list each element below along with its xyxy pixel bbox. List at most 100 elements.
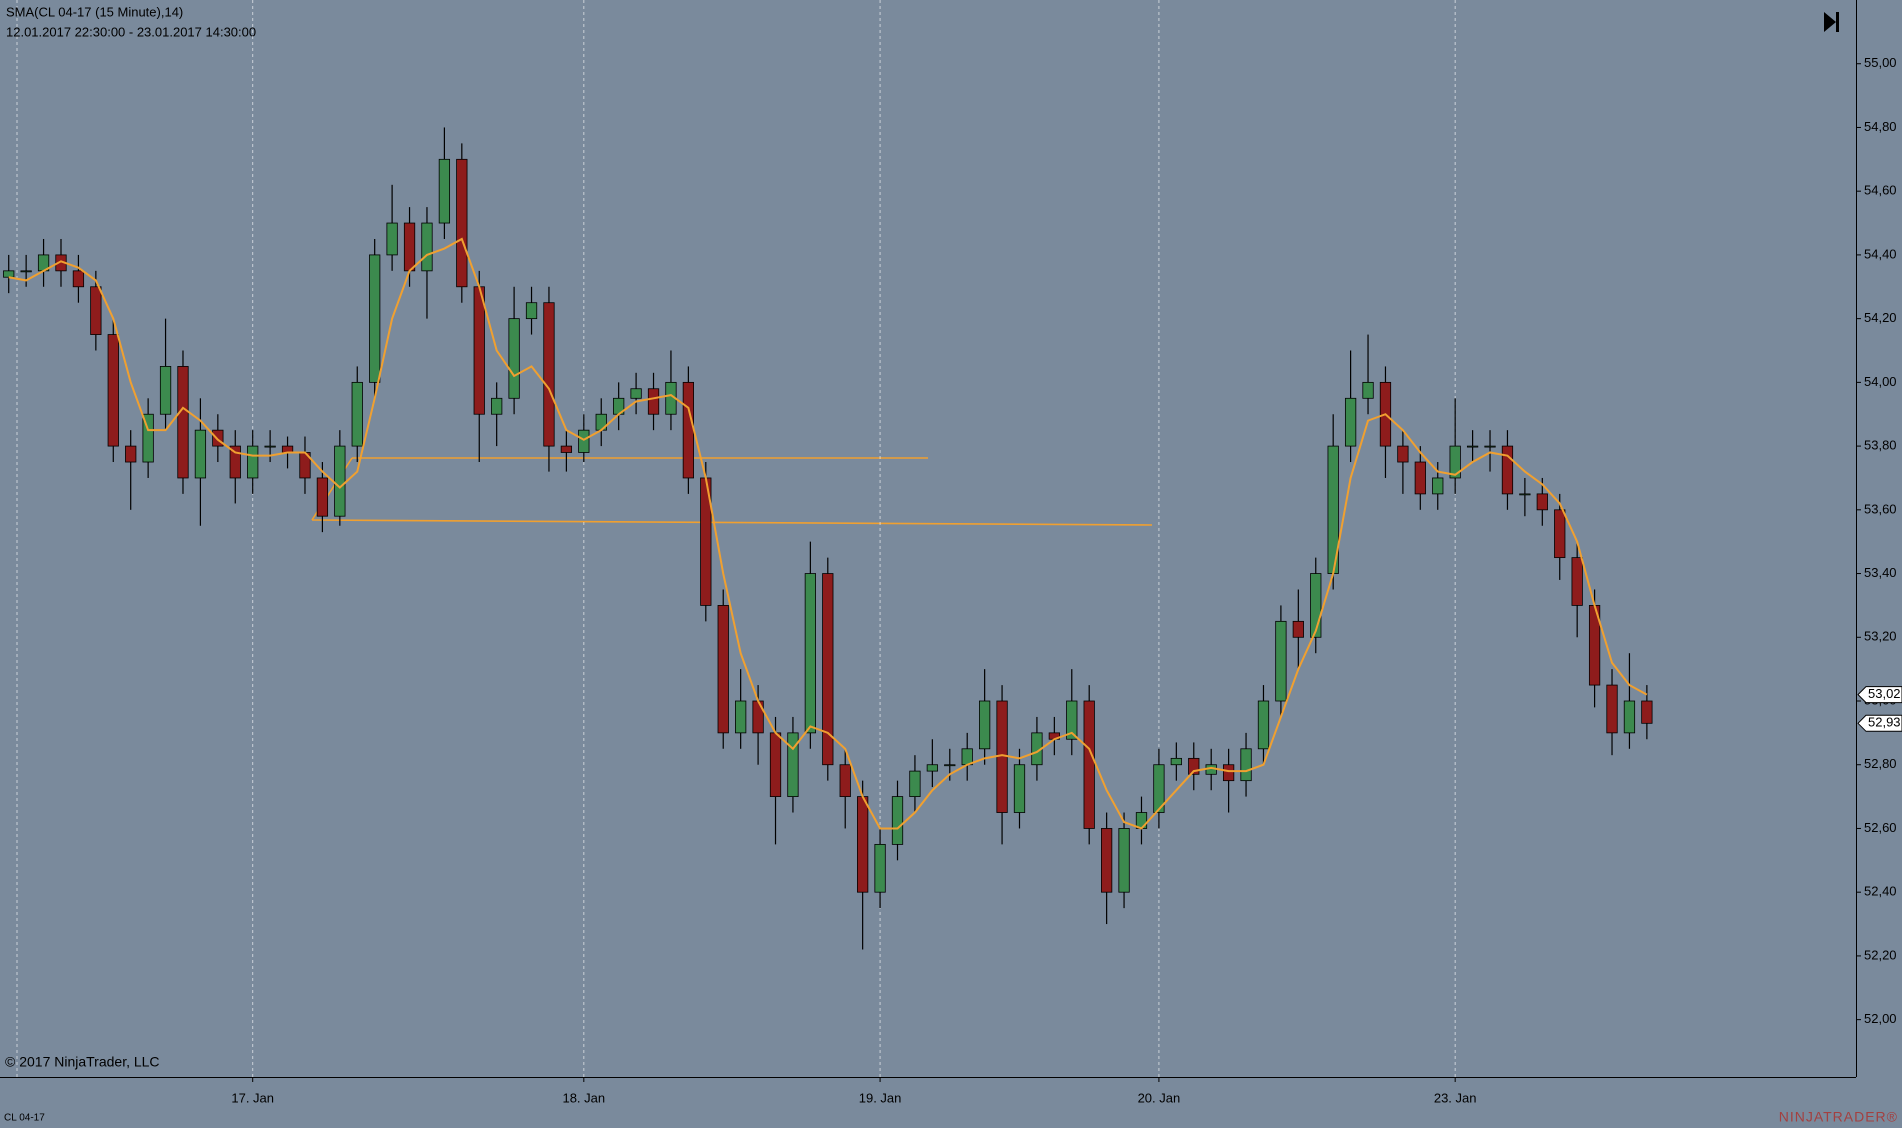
drawn-line: [311, 519, 1153, 526]
x-tick-label: 17. Jan: [231, 1090, 274, 1105]
candle-body: [491, 397, 503, 415]
candle-body: [229, 445, 241, 479]
candle-body: [508, 318, 520, 399]
price-marker-label: 53,02: [1868, 686, 1901, 701]
x-tick-label: 18. Jan: [562, 1090, 605, 1105]
y-tick-label: 54,60: [1864, 183, 1897, 198]
candle-body: [1414, 461, 1426, 495]
candle-body: [1240, 748, 1252, 782]
candle-body: [1344, 397, 1357, 447]
candle-body: [20, 270, 32, 273]
play-bar[interactable]: [1836, 12, 1839, 32]
chart-title: SMA(CL 04-17 (15 Minute),14): [6, 4, 183, 19]
candle-body: [525, 302, 538, 320]
candle-body: [159, 366, 172, 415]
play-triangle[interactable]: [1824, 12, 1836, 32]
candle-body: [822, 573, 834, 766]
candle-body: [1083, 700, 1095, 829]
candle-body: [3, 270, 15, 278]
y-tick-label: 53,20: [1864, 629, 1897, 644]
candle-body: [125, 445, 137, 463]
candle-body: [1118, 828, 1130, 893]
candle-body: [403, 222, 416, 272]
y-tick-label: 52,20: [1864, 947, 1897, 962]
candle-body: [1153, 764, 1165, 813]
play-icon[interactable]: [1824, 12, 1839, 32]
candle-body: [1554, 509, 1566, 559]
candle-body: [1519, 493, 1531, 496]
y-tick-label: 52,00: [1864, 1011, 1897, 1026]
candle-body: [72, 270, 85, 288]
price-marker: [1857, 686, 1902, 704]
candle-body: [787, 732, 799, 797]
y-tick-label: 52,60: [1864, 820, 1897, 835]
candle-body: [1641, 700, 1653, 724]
candle-body: [891, 796, 904, 845]
y-tick-label: 52,80: [1864, 756, 1897, 771]
candle-body: [857, 796, 869, 893]
instrument-label: CL 04-17: [4, 1113, 45, 1124]
candle-body: [177, 366, 189, 479]
y-tick-label: 54,00: [1864, 374, 1897, 389]
candle-body: [1484, 445, 1496, 448]
candle-body: [1275, 620, 1287, 702]
candle-body: [1397, 445, 1409, 463]
sma-line: [8, 237, 1648, 830]
candle-body: [1222, 764, 1235, 782]
candle-body: [334, 445, 346, 517]
y-tick-label: 54,80: [1864, 119, 1897, 134]
candle-body: [1466, 445, 1479, 448]
candle-body: [1571, 557, 1583, 606]
candle-body: [1449, 445, 1461, 479]
candle-body: [316, 477, 329, 517]
x-tick-label: 19. Jan: [859, 1090, 902, 1105]
copyright: © 2017 NinjaTrader, LLC: [5, 1054, 160, 1070]
y-tick-label: 55,00: [1864, 55, 1897, 70]
candle-body: [1101, 828, 1113, 893]
candle-body: [717, 605, 729, 734]
brand-logo: NINJATRADER®: [1779, 1109, 1898, 1125]
candle-body: [456, 158, 468, 288]
candle-body: [194, 429, 207, 479]
candle-body: [926, 764, 938, 772]
candle-body: [1013, 764, 1026, 813]
y-tick-label: 54,20: [1864, 310, 1897, 325]
candle-body: [839, 764, 851, 797]
candle-body: [1170, 757, 1182, 766]
candle-body: [735, 700, 747, 734]
candle-body: [247, 445, 259, 479]
candle-body: [543, 302, 555, 447]
candle-body: [1501, 445, 1514, 495]
candle-body: [351, 381, 363, 447]
price-marker-label: 52,93: [1868, 715, 1901, 730]
candle-body: [560, 445, 573, 453]
x-tick-label: 23. Jan: [1434, 1090, 1477, 1105]
candle-body: [682, 381, 695, 479]
candle-body: [1536, 493, 1548, 511]
candle-body: [804, 573, 816, 734]
candle-body: [1257, 700, 1270, 750]
candle-body: [769, 732, 782, 797]
y-tick-label: 54,40: [1864, 246, 1897, 261]
candle-body: [1623, 700, 1636, 734]
axis-area: [1856, 0, 1902, 1077]
candle-body: [979, 700, 991, 750]
candle-body: [630, 388, 642, 399]
candle-body: [142, 413, 154, 463]
price-marker: [1857, 714, 1902, 732]
candle-body: [1066, 700, 1078, 740]
candle-body: [421, 222, 433, 272]
candle-body: [107, 334, 119, 447]
y-tick-label: 53,60: [1864, 501, 1897, 516]
chart-subtitle: 12.01.2017 22:30:00 - 23.01.2017 14:30:0…: [6, 24, 256, 39]
candle-body: [647, 388, 660, 415]
candle-body: [1432, 477, 1444, 495]
candle-body: [386, 222, 398, 256]
candle-body: [212, 429, 224, 447]
y-tick-label: 52,40: [1864, 884, 1897, 899]
candle-body: [90, 286, 102, 335]
candle-body: [369, 254, 381, 383]
